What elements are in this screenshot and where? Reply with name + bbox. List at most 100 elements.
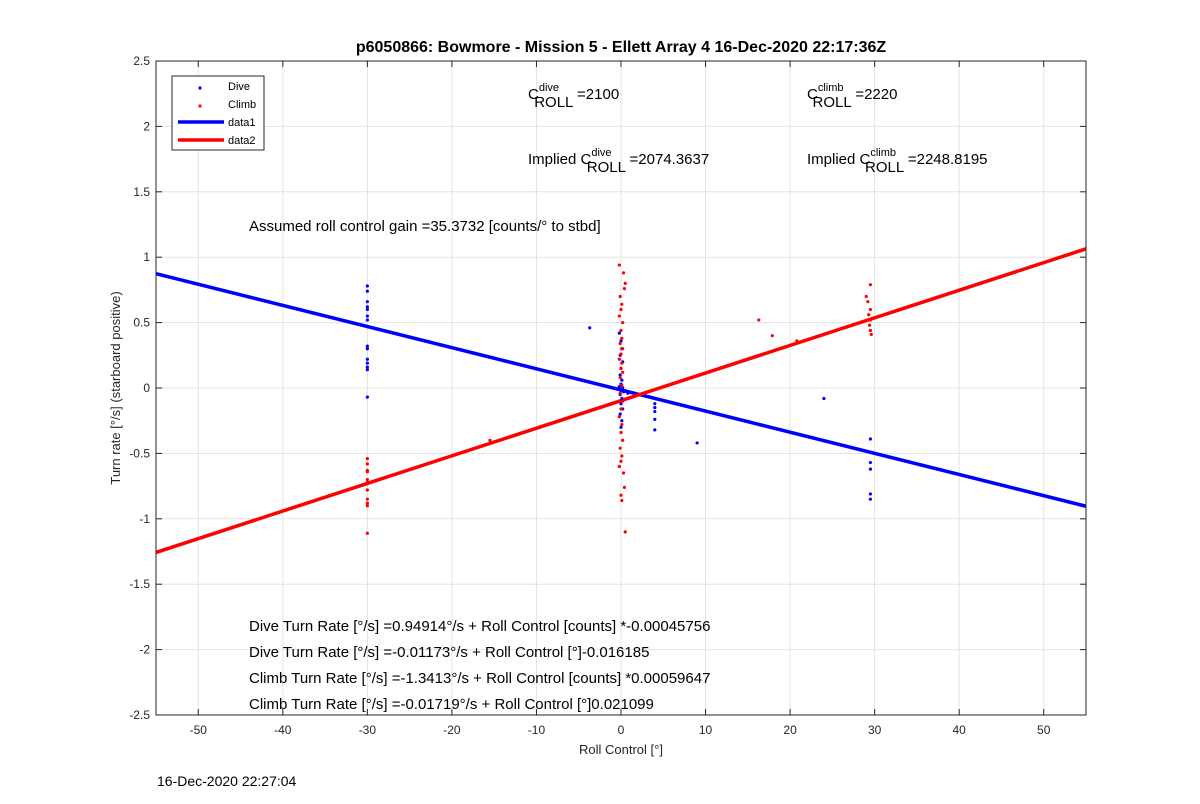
climb-point: [619, 366, 623, 370]
climb-point: [620, 302, 624, 306]
climb-point: [867, 323, 872, 327]
dive-point: [868, 492, 873, 496]
x-tick-label: -30: [359, 723, 377, 737]
dive-point: [365, 347, 369, 351]
climb-point: [619, 459, 623, 463]
climb-point: [868, 328, 873, 333]
dive-point: [653, 428, 657, 432]
dive-point: [653, 406, 657, 410]
climb-point: [365, 501, 369, 505]
climb-point: [618, 294, 622, 299]
x-tick-label: 40: [953, 723, 967, 737]
y-tick-label: 2: [143, 119, 150, 133]
x-tick-label: 30: [868, 723, 882, 737]
climb-point: [868, 283, 873, 287]
dive-point: [617, 385, 621, 389]
plot-frame: [155, 60, 1087, 716]
legend-label: data1: [228, 117, 256, 129]
climb-point: [617, 415, 621, 419]
legend-label: Dive: [228, 81, 250, 93]
climb-point: [365, 531, 369, 535]
dive-point: [365, 314, 369, 318]
y-tick-label: -2.5: [129, 708, 150, 722]
dive-point: [620, 378, 624, 382]
climb-point: [620, 383, 624, 387]
y-tick-label: 0: [143, 381, 150, 395]
climb-point: [620, 336, 624, 340]
climb-point: [622, 485, 626, 490]
y-tick-label: -0.5: [129, 446, 150, 460]
climb-point: [619, 493, 623, 497]
climb-point: [618, 375, 622, 380]
fit-equation: Climb Turn Rate [°/s] =-0.01719°/s + Rol…: [249, 696, 654, 713]
dive-point: [868, 497, 873, 501]
climb-point: [621, 271, 626, 275]
dive-point: [365, 365, 369, 369]
climb-point: [867, 313, 871, 317]
climb-point: [621, 399, 625, 403]
climb-point: [619, 307, 623, 312]
dive-point: [365, 305, 369, 309]
climb-point: [365, 477, 369, 482]
climb-point: [864, 294, 868, 299]
dive-point: [365, 318, 369, 322]
dive-point: [623, 389, 627, 393]
dive-point: [365, 284, 369, 288]
climb-point: [770, 334, 774, 338]
climb-point: [365, 497, 369, 501]
climb-point: [365, 480, 369, 484]
footer-timestamp: 16-Dec-2020 22:27:04: [157, 773, 297, 789]
fit-equation: Dive Turn Rate [°/s] =-0.01173°/s + Roll…: [249, 644, 649, 661]
climb-point: [365, 462, 369, 466]
dive-point: [365, 368, 369, 372]
dive-point: [618, 412, 622, 416]
climb-point: [488, 438, 492, 442]
climb-point: [621, 438, 625, 442]
climb-point: [617, 263, 621, 267]
x-tick-label: -20: [443, 723, 461, 737]
climb-point: [617, 357, 621, 361]
x-tick-label: 0: [618, 723, 625, 737]
gain-text: Assumed roll control gain =35.3732 [coun…: [249, 218, 601, 235]
climb-point: [868, 307, 873, 312]
y-tick-label: -2: [139, 643, 150, 657]
dive-point: [365, 395, 369, 399]
coefficient-annotation: Cclimb ROLL =2220: [807, 82, 897, 111]
x-tick-label: 10: [699, 723, 713, 737]
series-climb: [365, 263, 873, 535]
fit-equations: Dive Turn Rate [°/s] =0.94914°/s + Roll …: [249, 618, 710, 713]
fit-equation: Climb Turn Rate [°/s] =-1.3413°/s + Roll…: [249, 670, 710, 687]
coefficient-annotation: Implied Cdive ROLL =2074.3637: [528, 147, 709, 176]
dive-point: [365, 307, 369, 312]
y-tick-label: 1: [143, 250, 150, 264]
y-tick-label: 0.5: [133, 316, 150, 330]
climb-point: [365, 504, 369, 508]
y-axis-ticks: -2.5 -2 -1.5 -1 -0.5 0 0.5 1 1.5 2 2.5: [129, 54, 1086, 722]
climb-point: [621, 321, 625, 325]
climb-point: [623, 281, 627, 285]
fit-equation: Dive Turn Rate [°/s] =0.94914°/s + Roll …: [249, 618, 710, 635]
y-tick-label: -1: [139, 512, 150, 526]
dive-point: [620, 396, 624, 401]
climb-point: [620, 454, 624, 458]
dive-point: [620, 419, 624, 423]
climb-point: [622, 286, 626, 291]
climb-point: [621, 347, 625, 351]
climb-point: [621, 471, 626, 475]
y-tick-label: 2.5: [133, 54, 150, 68]
dive-point: [619, 389, 623, 393]
chart-title: p6050866: Bowmore - Mission 5 - Ellett A…: [356, 39, 887, 56]
dive-point: [653, 409, 657, 414]
legend-label: data2: [228, 135, 256, 147]
legend-marker-dive: [198, 86, 202, 90]
climb-point: [621, 370, 625, 374]
x-tick-label: 20: [783, 723, 797, 737]
dive-point: [626, 391, 630, 395]
climb-point: [365, 488, 369, 492]
y-tick-label: 1.5: [133, 185, 150, 199]
x-tick-label: -50: [190, 723, 208, 737]
climb-point: [620, 361, 624, 365]
climb-point: [617, 314, 621, 318]
climb-point: [618, 391, 622, 395]
